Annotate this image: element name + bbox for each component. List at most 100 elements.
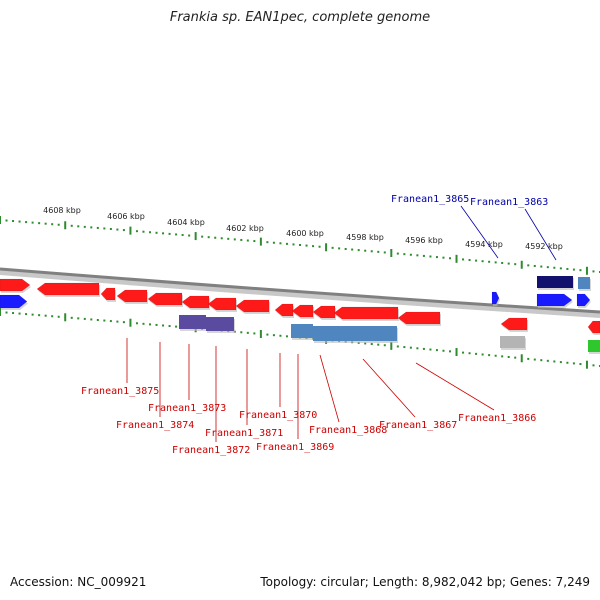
scale-label: 4604 kbp [167, 218, 205, 227]
inner-tick [566, 361, 569, 364]
outer-tick [377, 250, 380, 253]
scale-labels: 4608 kbp 4606 kbp 4604 kbp 4602 kbp 4600 kbp… [43, 206, 563, 251]
inner-tick [129, 318, 132, 327]
outer-tick [305, 244, 308, 247]
outer-tick [0, 216, 1, 224]
inner-tick [455, 347, 458, 356]
outer-tick [579, 269, 582, 272]
forward-gene-a [536, 293, 573, 307]
reverse-gene-10 [312, 305, 336, 319]
outer-tick [299, 244, 301, 246]
outer-tick [181, 233, 184, 236]
outer-tick [129, 226, 132, 235]
inner-tick [142, 322, 145, 325]
outer-tick [455, 254, 458, 263]
outer-tick [266, 241, 269, 244]
inner-tick [553, 360, 556, 363]
inner-tick [44, 314, 47, 317]
inner-tick [253, 332, 256, 335]
inner-tick [468, 352, 471, 355]
outer-tick [272, 241, 275, 244]
outer-tick [312, 245, 315, 248]
outer-tick [135, 230, 138, 233]
outer-tick [357, 249, 360, 252]
outer-tick [572, 268, 575, 271]
inner-tick [90, 318, 93, 321]
inner-tick [462, 351, 465, 354]
inner-tick [429, 348, 432, 351]
inner-tick [83, 317, 86, 320]
forward-gene-3863 [578, 277, 590, 289]
inner-tick [442, 349, 445, 352]
reverse-gene-2 [100, 287, 116, 301]
reverse-gene-11 [333, 306, 399, 320]
scale-label: 4596 kbp [405, 236, 443, 245]
inner-tick [149, 323, 151, 326]
gene-label: Franean1_3868 [309, 425, 387, 436]
inner-tick [416, 347, 419, 350]
inner-tick [396, 345, 399, 348]
inner-tick [481, 353, 484, 356]
outer-tick [109, 228, 112, 231]
leader-line [319, 354, 340, 423]
gene-gray-feature [500, 336, 525, 348]
outer-tick [566, 267, 569, 270]
inner-tick [533, 358, 536, 361]
gene-label: Franean1_3863 [470, 197, 548, 208]
inner-tick [383, 344, 386, 347]
inner-tick [266, 333, 269, 336]
inner-tick [116, 320, 119, 323]
outer-tick [227, 237, 230, 240]
outer-tick [370, 250, 373, 253]
inner-tick [25, 313, 28, 316]
inner-tick [546, 359, 549, 362]
gene-label: Franean1_3870 [239, 410, 317, 421]
scale-label: 4602 kbp [226, 224, 264, 233]
inner-tick [494, 354, 497, 357]
reverse-gene-4 [147, 292, 183, 306]
inner-tick [514, 356, 517, 359]
outer-tick [435, 256, 438, 259]
outer-tick [233, 238, 236, 241]
outer-tick [259, 237, 262, 246]
leader-line [460, 205, 499, 259]
outer-tick [533, 264, 536, 267]
inner-tick [370, 343, 373, 346]
outer-tick [501, 261, 504, 264]
outer-tick [416, 254, 419, 257]
outer-tick-ring [0, 216, 600, 275]
gene-green-feature [588, 340, 600, 352]
outer-tick [214, 236, 217, 239]
inner-tick [57, 315, 60, 318]
gene-label: Franean1_3865 [391, 194, 469, 205]
inner-tick [409, 346, 412, 349]
outer-tick [592, 270, 595, 273]
forward-gene-3865 [537, 276, 573, 288]
scale-label: 4594 kbp [465, 240, 503, 249]
scale-label: 4606 kbp [107, 212, 145, 221]
gene-3869-feature [291, 324, 313, 338]
outer-tick [494, 261, 497, 264]
gene-label: Franean1_3875 [81, 386, 159, 397]
outer-tick [442, 256, 445, 259]
outer-tick [468, 259, 471, 262]
inner-tick [18, 312, 21, 315]
inner-tick [135, 322, 138, 325]
outer-tick [331, 246, 334, 249]
gene-features [0, 276, 600, 354]
outer-tick [449, 257, 451, 260]
inner-tick [109, 320, 112, 323]
inner-tick [501, 355, 504, 358]
outer-tick [207, 236, 210, 239]
reverse-gene-6 [207, 297, 237, 311]
inner-tick [507, 356, 510, 359]
gene-label: Franean1_3867 [379, 420, 457, 431]
outer-tick [514, 263, 517, 266]
backbone-shadow [0, 269, 600, 318]
inner-tick [0, 308, 1, 316]
outer-tick [44, 222, 47, 225]
gene-label: Franean1_3872 [172, 445, 250, 456]
outer-tick [70, 224, 73, 227]
leader-line [524, 208, 557, 261]
